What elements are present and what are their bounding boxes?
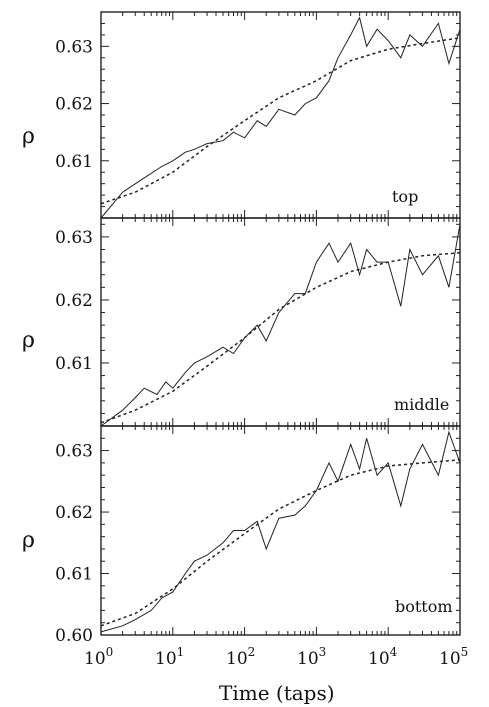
panel-label-top: top <box>392 187 418 206</box>
ylabel-bottom: ρ <box>22 528 35 553</box>
panel-bottom: 0.60 0.61 0.62 0.63 <box>55 425 461 646</box>
ytick-label-bottom: 0.62 <box>55 503 93 523</box>
ytick-label-middle: 0.63 <box>55 228 93 248</box>
fit-line-middle <box>100 251 461 424</box>
panels: 0.61 0.62 0.63 0.61 0.62 0.63 0.60 0.61 0.62 0.63 <box>55 11 461 646</box>
ytick-label-middle: 0.61 <box>55 354 93 374</box>
panel-label-middle: middle <box>394 395 449 414</box>
ytick-label-top: 0.62 <box>55 95 93 115</box>
data-line-bottom <box>100 430 461 633</box>
ytick-label-bottom: 0.63 <box>55 442 93 462</box>
ytick-label-bottom: 0.61 <box>55 565 93 585</box>
xtick-label-3: 103 <box>297 645 326 669</box>
ylabel-middle: ρ <box>22 328 35 353</box>
ytick-label-bottom: 0.60 <box>55 626 93 646</box>
panel-label-bottom: bottom <box>395 597 453 616</box>
xlabel: Time (taps) <box>219 681 335 705</box>
ytick-label-top: 0.61 <box>55 152 93 172</box>
ylabel-top: ρ <box>22 124 35 149</box>
xtick-label-2: 102 <box>226 645 255 669</box>
data-line-middle <box>100 224 461 427</box>
panel-frame-bottom <box>100 425 461 636</box>
data-line-top <box>100 16 461 219</box>
ytick-label-middle: 0.62 <box>55 291 93 311</box>
fit-line-top <box>100 37 461 205</box>
xtick-label-0: 100 <box>84 645 113 669</box>
ytick-label-top: 0.63 <box>55 37 93 57</box>
xtick-label-4: 104 <box>368 645 398 669</box>
fit-line-bottom <box>100 459 461 627</box>
xtick-label-5: 105 <box>439 645 468 669</box>
xtick-label-1: 101 <box>155 645 184 669</box>
